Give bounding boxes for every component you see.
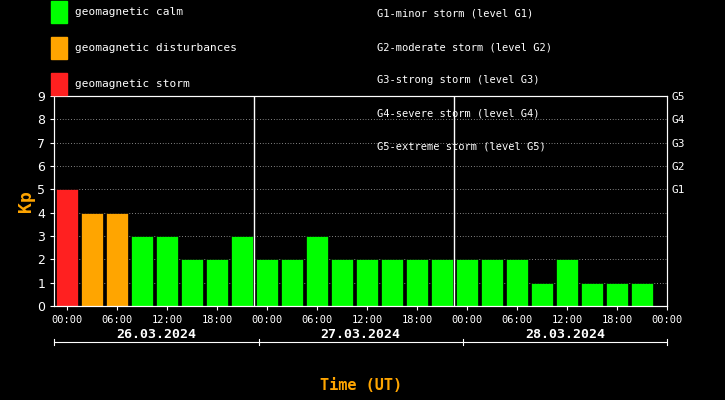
Text: G3-strong storm (level G3): G3-strong storm (level G3): [377, 76, 539, 86]
Bar: [531, 283, 552, 306]
Bar: [581, 283, 602, 306]
Text: G1-minor storm (level G1): G1-minor storm (level G1): [377, 9, 534, 19]
Text: G2-moderate storm (level G2): G2-moderate storm (level G2): [377, 42, 552, 52]
Bar: [456, 259, 478, 306]
Text: geomagnetic storm: geomagnetic storm: [75, 79, 190, 89]
Bar: [481, 259, 502, 306]
Text: G4-severe storm (level G4): G4-severe storm (level G4): [377, 109, 539, 119]
Bar: [281, 259, 302, 306]
Bar: [506, 259, 528, 306]
Bar: [181, 259, 202, 306]
Bar: [157, 236, 178, 306]
Bar: [331, 259, 352, 306]
Bar: [431, 259, 452, 306]
Y-axis label: Kp: Kp: [17, 190, 35, 212]
Text: G5-extreme storm (level G5): G5-extreme storm (level G5): [377, 142, 546, 152]
Bar: [131, 236, 152, 306]
Bar: [107, 213, 128, 306]
Bar: [81, 213, 102, 306]
Bar: [257, 259, 278, 306]
Text: geomagnetic disturbances: geomagnetic disturbances: [75, 43, 237, 53]
Text: Time (UT): Time (UT): [320, 378, 402, 393]
Bar: [606, 283, 628, 306]
Bar: [207, 259, 228, 306]
Bar: [631, 283, 652, 306]
Text: 27.03.2024: 27.03.2024: [320, 328, 401, 340]
Text: 28.03.2024: 28.03.2024: [525, 328, 605, 340]
Bar: [356, 259, 378, 306]
Bar: [57, 189, 78, 306]
Bar: [306, 236, 328, 306]
Bar: [556, 259, 578, 306]
Text: geomagnetic calm: geomagnetic calm: [75, 7, 183, 17]
Text: 26.03.2024: 26.03.2024: [117, 328, 196, 340]
Bar: [231, 236, 252, 306]
Bar: [381, 259, 402, 306]
Bar: [406, 259, 428, 306]
